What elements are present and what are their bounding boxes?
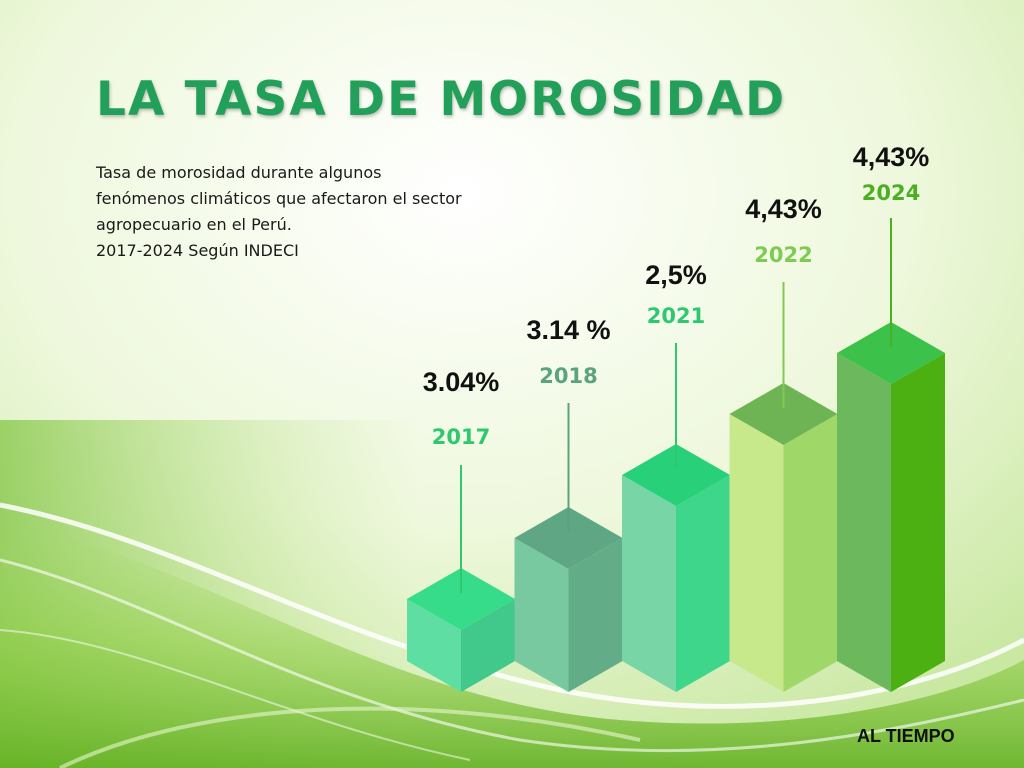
x-tick-label: 2024 <box>862 181 920 205</box>
bar-side-face <box>783 414 838 692</box>
bar-front-face <box>514 538 569 692</box>
bar-top-face <box>407 568 515 630</box>
bar <box>514 507 623 692</box>
subtitle-line: 2017-2024 Según INDECI <box>96 241 299 260</box>
data-label: 4,43% <box>853 142 930 172</box>
x-tick-label: 2017 <box>432 425 490 449</box>
data-label: 3.04% <box>423 367 500 397</box>
subtitle-line: Tasa de morosidad durante algunos <box>96 163 382 182</box>
chart-subtitle: Tasa de morosidad durante algunos fenóme… <box>96 160 546 264</box>
data-label: 3.14 % <box>526 315 610 345</box>
bar <box>837 322 945 692</box>
bar-side-face <box>891 353 945 692</box>
subtitle-line: fenómenos climáticos que afectaron el se… <box>96 189 462 208</box>
bar-top-face <box>837 322 945 384</box>
data-label: 4,43% <box>745 194 822 224</box>
bar-top-face <box>729 383 838 445</box>
bar-front-face <box>622 475 676 692</box>
bar-top-face <box>622 444 730 506</box>
page-title: LA TASA DE MOROSIDAD <box>96 72 787 127</box>
bar <box>729 383 838 692</box>
bar <box>407 568 515 692</box>
bar-side-face <box>676 475 730 692</box>
x-tick-label: 2022 <box>754 243 812 267</box>
subtitle-line: agropecuario en el Perú. <box>96 215 292 234</box>
x-tick-label: 2018 <box>539 364 597 388</box>
bar <box>622 444 730 692</box>
bar-side-face <box>568 538 623 692</box>
bar-front-face <box>729 414 784 692</box>
bar-top-face <box>514 507 623 569</box>
x-tick-label: 2021 <box>647 304 705 328</box>
bar-front-face <box>837 353 891 692</box>
data-label: 2,5% <box>645 260 707 290</box>
source-label: AL TIEMPO <box>857 726 955 746</box>
